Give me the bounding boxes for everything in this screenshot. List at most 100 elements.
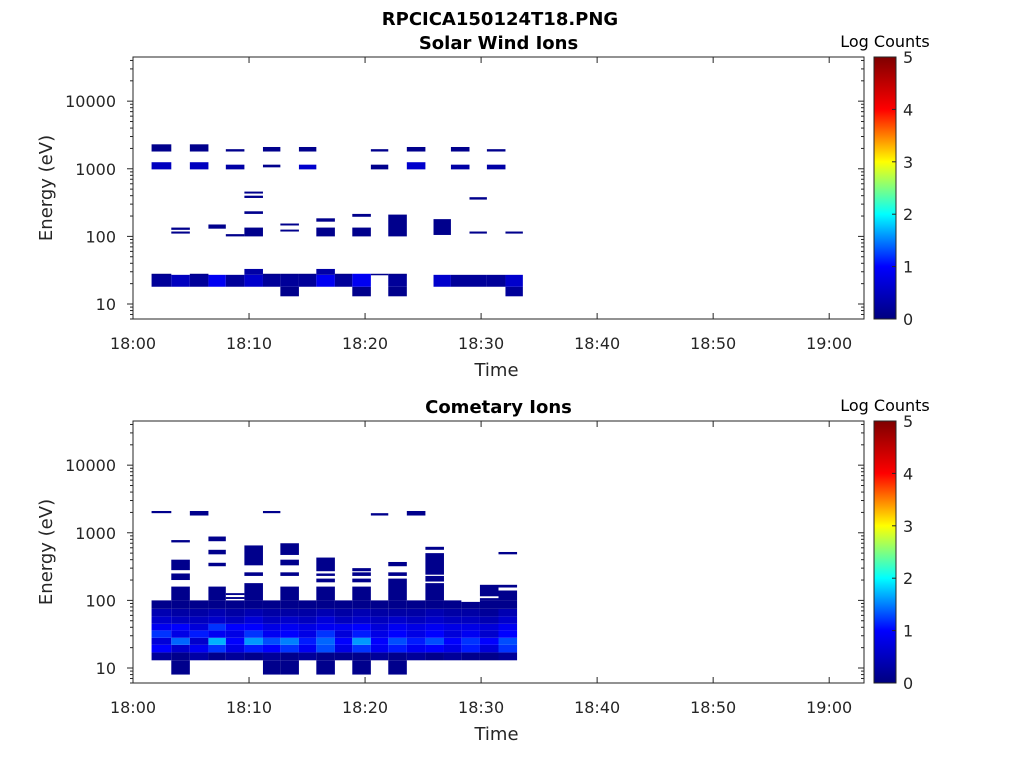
heatmap-cell — [262, 644, 281, 653]
heatmap-cell — [425, 546, 444, 550]
heatmap-cell — [388, 623, 407, 631]
heatmap-cell — [244, 545, 263, 566]
heatmap-cell — [406, 630, 426, 638]
x-tick-label: 18:40 — [574, 698, 620, 717]
heatmap-cell — [171, 623, 190, 631]
heatmap-cell — [388, 273, 407, 276]
heatmap-cell — [208, 536, 226, 542]
heatmap-cell — [298, 146, 317, 152]
heatmap-cell — [244, 600, 263, 609]
heatmap-cell — [208, 608, 226, 617]
heatmap-cell — [443, 608, 462, 617]
heatmap-cell — [443, 644, 462, 653]
heatmap-cell — [388, 214, 407, 237]
colorbar-label: Log Counts — [840, 396, 930, 415]
heatmap-cell — [244, 623, 263, 631]
heatmap-cell — [486, 164, 506, 170]
colorbar-tick-label: 5 — [903, 48, 913, 67]
heatmap-cell — [388, 630, 407, 638]
heatmap-cell — [171, 600, 190, 609]
heatmap-cell — [171, 274, 190, 287]
heatmap-cell — [469, 197, 487, 200]
heatmap-cell — [479, 608, 499, 617]
heatmap-cell — [151, 510, 172, 514]
heatmap-cell — [370, 608, 389, 617]
colorbar-tick-label: 2 — [903, 569, 913, 588]
heatmap-cell — [443, 600, 462, 609]
heatmap-cell — [298, 274, 317, 287]
heatmap-cell — [352, 600, 371, 609]
heatmap-cell — [388, 286, 407, 297]
x-tick-label: 18:00 — [110, 334, 156, 353]
heatmap-cell — [316, 608, 335, 617]
heatmap-cell — [498, 584, 518, 588]
heatmap-cell — [406, 652, 426, 661]
heatmap-cell — [352, 578, 371, 583]
heatmap-cell — [334, 623, 353, 631]
heatmap-cell — [316, 268, 335, 275]
heatmap-cell — [298, 630, 317, 638]
heatmap-cell — [151, 608, 172, 617]
heatmap-cell — [334, 630, 353, 638]
heatmap-cell — [316, 573, 335, 576]
heatmap-cell — [505, 231, 523, 234]
heatmap-cell — [450, 274, 470, 287]
heatmap-cell — [189, 652, 209, 661]
heatmap-cell — [208, 586, 226, 601]
heatmap-cell — [151, 616, 172, 624]
heatmap-cell — [280, 586, 299, 601]
heatmap-cell — [479, 584, 499, 597]
heatmap-cell — [298, 623, 317, 631]
heatmap-cell — [298, 637, 317, 645]
heatmap-cell — [461, 623, 480, 631]
x-tick-label: 18:50 — [690, 698, 736, 717]
heatmap-cell — [461, 601, 480, 609]
heatmap-cell — [334, 273, 353, 276]
heatmap-cell — [280, 229, 299, 232]
heatmap-cell — [352, 586, 371, 601]
colorbar-tick-label: 1 — [903, 622, 913, 641]
heatmap-cell — [208, 274, 226, 287]
heatmap-cell — [208, 637, 226, 645]
heatmap-cell — [479, 630, 499, 638]
y-axis-label: Energy (eV) — [36, 499, 57, 605]
y-tick-label: 100 — [85, 591, 116, 610]
heatmap-cell — [151, 652, 172, 661]
heatmap-cell — [280, 630, 299, 638]
heatmap-cell — [443, 616, 462, 624]
heatmap-cell — [352, 660, 371, 675]
heatmap-cell — [316, 623, 335, 631]
heatmap-cell — [262, 146, 281, 152]
heatmap-cell — [244, 211, 263, 214]
heatmap-cell — [388, 616, 407, 624]
heatmap-cell — [244, 583, 263, 601]
heatmap-cell — [262, 274, 281, 287]
heatmap-cell — [316, 652, 335, 661]
heatmap-cell — [208, 224, 226, 229]
heatmap-cell — [316, 630, 335, 638]
x-tick-label: 18:50 — [690, 334, 736, 353]
heatmap-cell — [262, 600, 281, 609]
heatmap-cell — [388, 652, 407, 661]
heatmap-cell — [225, 600, 245, 609]
heatmap-cell — [505, 274, 523, 287]
heatmap-cell — [370, 623, 389, 631]
heatmap-cell — [280, 273, 299, 276]
heatmap-cell — [171, 231, 190, 234]
heatmap-cell — [280, 644, 299, 653]
y-tick-label: 10 — [96, 659, 116, 678]
y-axis: 10 100 1000 10000 — [65, 423, 864, 684]
heatmap-cell — [370, 164, 389, 170]
heatmap-cell — [479, 637, 499, 645]
heatmap-cell — [425, 630, 444, 638]
heatmap-cell — [225, 274, 245, 287]
heatmap-cell — [262, 623, 281, 631]
colorbar-scale — [873, 420, 897, 684]
heatmap-cell — [316, 274, 335, 287]
heatmap-cell — [298, 652, 317, 661]
panel-title: Solar Wind Ions — [419, 33, 578, 54]
heatmap-cell — [425, 644, 444, 653]
heatmap-cell — [262, 637, 281, 645]
